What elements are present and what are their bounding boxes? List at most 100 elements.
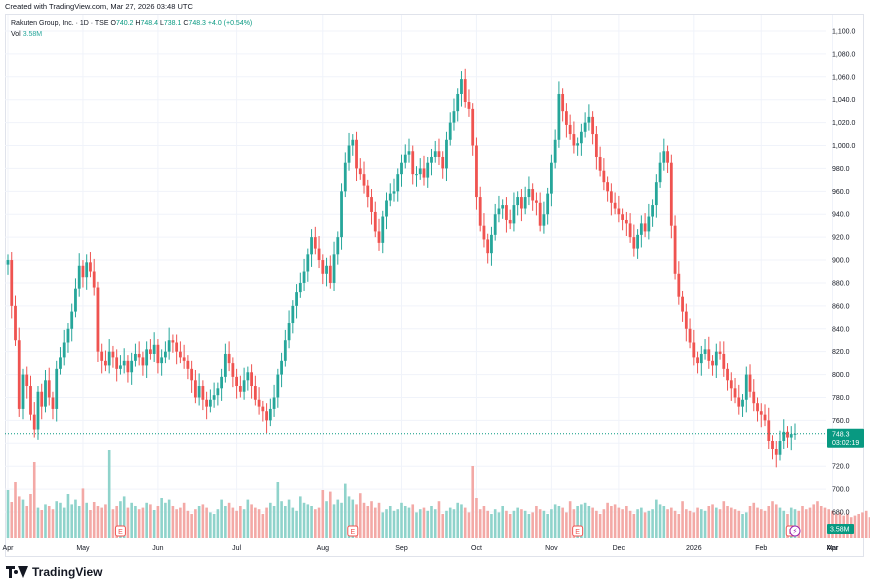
- candle-body[interactable]: [508, 219, 512, 224]
- candle-body[interactable]: [718, 351, 722, 354]
- candle-body[interactable]: [291, 305, 295, 324]
- candle-body[interactable]: [460, 79, 463, 94]
- candle-body[interactable]: [756, 403, 759, 412]
- candle-body[interactable]: [617, 208, 621, 215]
- lightning-icon[interactable]: [789, 525, 801, 537]
- legend-vol-label[interactable]: Vol: [11, 31, 21, 38]
- candle-body[interactable]: [280, 360, 283, 375]
- candle-body[interactable]: [14, 305, 17, 341]
- candle-body[interactable]: [328, 265, 332, 283]
- candle-body[interactable]: [212, 395, 216, 400]
- candle-body[interactable]: [178, 351, 182, 358]
- candle-body[interactable]: [358, 168, 362, 175]
- candle-body[interactable]: [126, 360, 130, 373]
- candle-body[interactable]: [726, 368, 729, 381]
- candle-body[interactable]: [456, 93, 460, 112]
- candle-body[interactable]: [381, 216, 385, 243]
- candle-body[interactable]: [744, 374, 748, 400]
- candle-body[interactable]: [310, 237, 313, 255]
- candle-body[interactable]: [197, 386, 201, 398]
- candle-body[interactable]: [688, 328, 692, 343]
- candle-body[interactable]: [789, 434, 793, 438]
- candle-body[interactable]: [231, 363, 235, 377]
- candle-body[interactable]: [340, 191, 343, 238]
- candle-body[interactable]: [505, 205, 508, 220]
- candle-body[interactable]: [403, 154, 407, 163]
- candle-body[interactable]: [778, 440, 782, 455]
- candle-body[interactable]: [152, 344, 156, 354]
- candle-body[interactable]: [235, 376, 239, 387]
- candle-body[interactable]: [786, 431, 789, 438]
- candle-body[interactable]: [748, 374, 752, 392]
- candle-body[interactable]: [253, 386, 257, 400]
- candle-body[interactable]: [542, 214, 546, 226]
- candle-body[interactable]: [587, 116, 591, 123]
- candle-body[interactable]: [149, 349, 152, 354]
- candle-body[interactable]: [759, 411, 763, 415]
- candle-body[interactable]: [104, 360, 107, 366]
- candle-body[interactable]: [377, 231, 381, 243]
- candle-body[interactable]: [576, 143, 580, 146]
- candle-body[interactable]: [400, 162, 403, 175]
- candle-body[interactable]: [175, 342, 179, 352]
- candle-body[interactable]: [160, 357, 164, 364]
- candle-body[interactable]: [89, 262, 92, 272]
- candle-body[interactable]: [445, 139, 448, 169]
- candle-body[interactable]: [44, 380, 47, 407]
- candle-body[interactable]: [711, 360, 714, 366]
- earnings-marker-icon[interactable]: [347, 525, 359, 537]
- earnings-marker-icon[interactable]: [572, 525, 584, 537]
- candle-body[interactable]: [167, 340, 171, 352]
- candle-body[interactable]: [130, 360, 134, 373]
- candle-body[interactable]: [287, 323, 291, 341]
- candle-body[interactable]: [36, 391, 40, 430]
- candle-body[interactable]: [628, 223, 632, 238]
- candle-body[interactable]: [17, 340, 21, 409]
- candle-body[interactable]: [471, 108, 475, 146]
- candle-body[interactable]: [774, 449, 778, 455]
- candle-body[interactable]: [227, 353, 231, 364]
- candle-body[interactable]: [737, 397, 741, 407]
- legend-symbol[interactable]: Rakuten Group, Inc. · 1D · TSE: [11, 20, 109, 27]
- candle-body[interactable]: [636, 234, 639, 249]
- candle-body[interactable]: [478, 197, 482, 226]
- candle-body[interactable]: [96, 287, 100, 352]
- candle-body[interactable]: [482, 225, 486, 240]
- candle-body[interactable]: [122, 360, 126, 366]
- candle-body[interactable]: [141, 357, 145, 366]
- candle-body[interactable]: [362, 174, 366, 186]
- candle-body[interactable]: [137, 353, 141, 358]
- candle-body[interactable]: [32, 414, 36, 430]
- candle-body[interactable]: [336, 237, 340, 255]
- candle-body[interactable]: [696, 357, 699, 364]
- candle-body[interactable]: [193, 380, 197, 398]
- candle-body[interactable]: [77, 265, 81, 289]
- candle-body[interactable]: [216, 388, 220, 396]
- candle-body[interactable]: [250, 372, 253, 387]
- candle-body[interactable]: [343, 162, 347, 192]
- candle-body[interactable]: [598, 156, 602, 171]
- candle-body[interactable]: [415, 174, 418, 176]
- candle-body[interactable]: [220, 376, 224, 389]
- candle-body[interactable]: [268, 408, 272, 421]
- candle-body[interactable]: [164, 351, 167, 358]
- candle-body[interactable]: [527, 189, 531, 198]
- candle-body[interactable]: [609, 191, 613, 203]
- candle-body[interactable]: [388, 193, 392, 201]
- candle-body[interactable]: [59, 357, 62, 369]
- candle-body[interactable]: [111, 351, 115, 358]
- candle-body[interactable]: [223, 353, 227, 377]
- candle-body[interactable]: [190, 368, 194, 381]
- candle-body[interactable]: [538, 202, 542, 226]
- candle-body[interactable]: [426, 162, 430, 178]
- candle-body[interactable]: [681, 296, 684, 312]
- candle-body[interactable]: [171, 340, 175, 343]
- candle-body[interactable]: [624, 219, 628, 224]
- candle-body[interactable]: [516, 197, 520, 206]
- candle-body[interactable]: [156, 344, 160, 364]
- earnings-marker-icon[interactable]: [114, 525, 126, 537]
- candle-body[interactable]: [643, 223, 647, 232]
- candle-body[interactable]: [115, 357, 119, 369]
- candle-body[interactable]: [430, 156, 433, 163]
